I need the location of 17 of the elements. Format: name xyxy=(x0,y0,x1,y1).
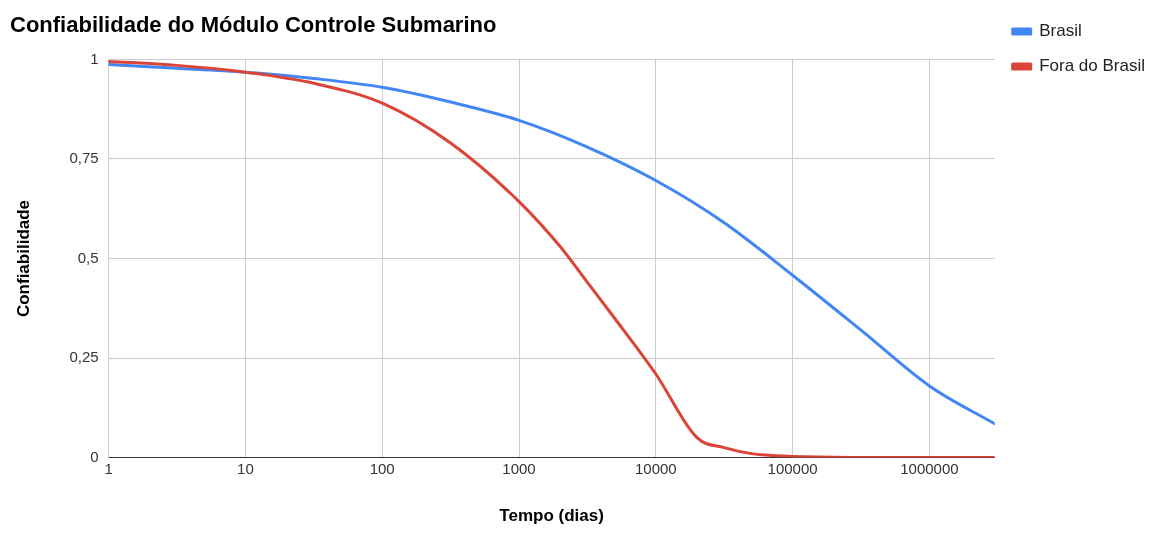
x-axis-title: Tempo (dias) xyxy=(499,506,604,526)
chart-title: Confiabilidade do Módulo Controle Submarino xyxy=(10,12,497,38)
y-tick-label: 0 xyxy=(90,447,99,465)
y-tick-label: 0,75 xyxy=(69,149,99,167)
legend-label: Brasil xyxy=(1039,21,1082,41)
y-tick-label: 0,5 xyxy=(77,248,99,266)
x-tick-label: 100000 xyxy=(767,459,818,477)
y-tick-label: 1 xyxy=(90,49,99,67)
legend-label: Fora do Brasil xyxy=(1039,56,1146,76)
y-axis-title: Confiabilidade xyxy=(13,199,33,318)
x-tick-label: 10000 xyxy=(634,459,677,477)
x-tick-label: 1000 xyxy=(502,459,536,477)
x-tick-label: 100 xyxy=(369,459,395,477)
x-tick-label: 1 xyxy=(104,459,113,477)
x-tick-label: 10 xyxy=(237,459,254,477)
y-tick-label: 0,25 xyxy=(69,348,99,366)
x-tick-label: 1000000 xyxy=(900,459,959,477)
